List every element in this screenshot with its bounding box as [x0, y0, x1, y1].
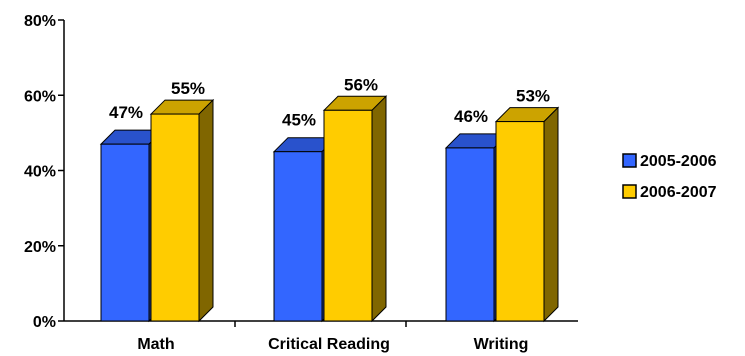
bar — [322, 95, 388, 323]
bar-side — [543, 106, 559, 323]
legend-swatch — [622, 184, 637, 199]
data-label: 55% — [171, 79, 205, 98]
legend-label: 2006-2007 — [640, 184, 717, 201]
bars — [99, 95, 560, 323]
data-label: 53% — [516, 87, 550, 106]
y-tick-label: 0% — [33, 314, 56, 331]
legend-item: 2006-2007 — [622, 184, 717, 201]
category-label: Math — [137, 336, 174, 353]
legend-item: 2005-2006 — [622, 153, 717, 170]
legend: 2005-2006 2006-2007 — [622, 153, 717, 201]
data-label: 47% — [109, 103, 143, 122]
bar-front — [323, 109, 373, 322]
y-tick-label: 60% — [24, 88, 56, 105]
legend-swatch — [622, 153, 637, 168]
data-label: 56% — [344, 75, 378, 94]
bar-front — [273, 151, 323, 322]
y-tick-label: 40% — [24, 164, 56, 181]
data-labels: 47% 55% 45% 56% 46% 53% — [109, 75, 550, 129]
bar-front — [100, 143, 150, 322]
bar-side — [198, 98, 214, 323]
y-tick-label: 80% — [24, 13, 56, 30]
y-tick-label: 20% — [24, 239, 56, 256]
bar-side — [371, 95, 387, 323]
category-label: Writing — [474, 336, 529, 353]
bar-front — [495, 121, 545, 322]
data-label: 46% — [454, 107, 488, 126]
bar-front — [150, 113, 200, 322]
bar — [149, 98, 215, 323]
bar-front — [445, 147, 495, 322]
category-label: Critical Reading — [268, 336, 390, 353]
legend-label: 2005-2006 — [640, 153, 717, 170]
bar — [494, 106, 560, 323]
data-label: 45% — [282, 111, 316, 130]
